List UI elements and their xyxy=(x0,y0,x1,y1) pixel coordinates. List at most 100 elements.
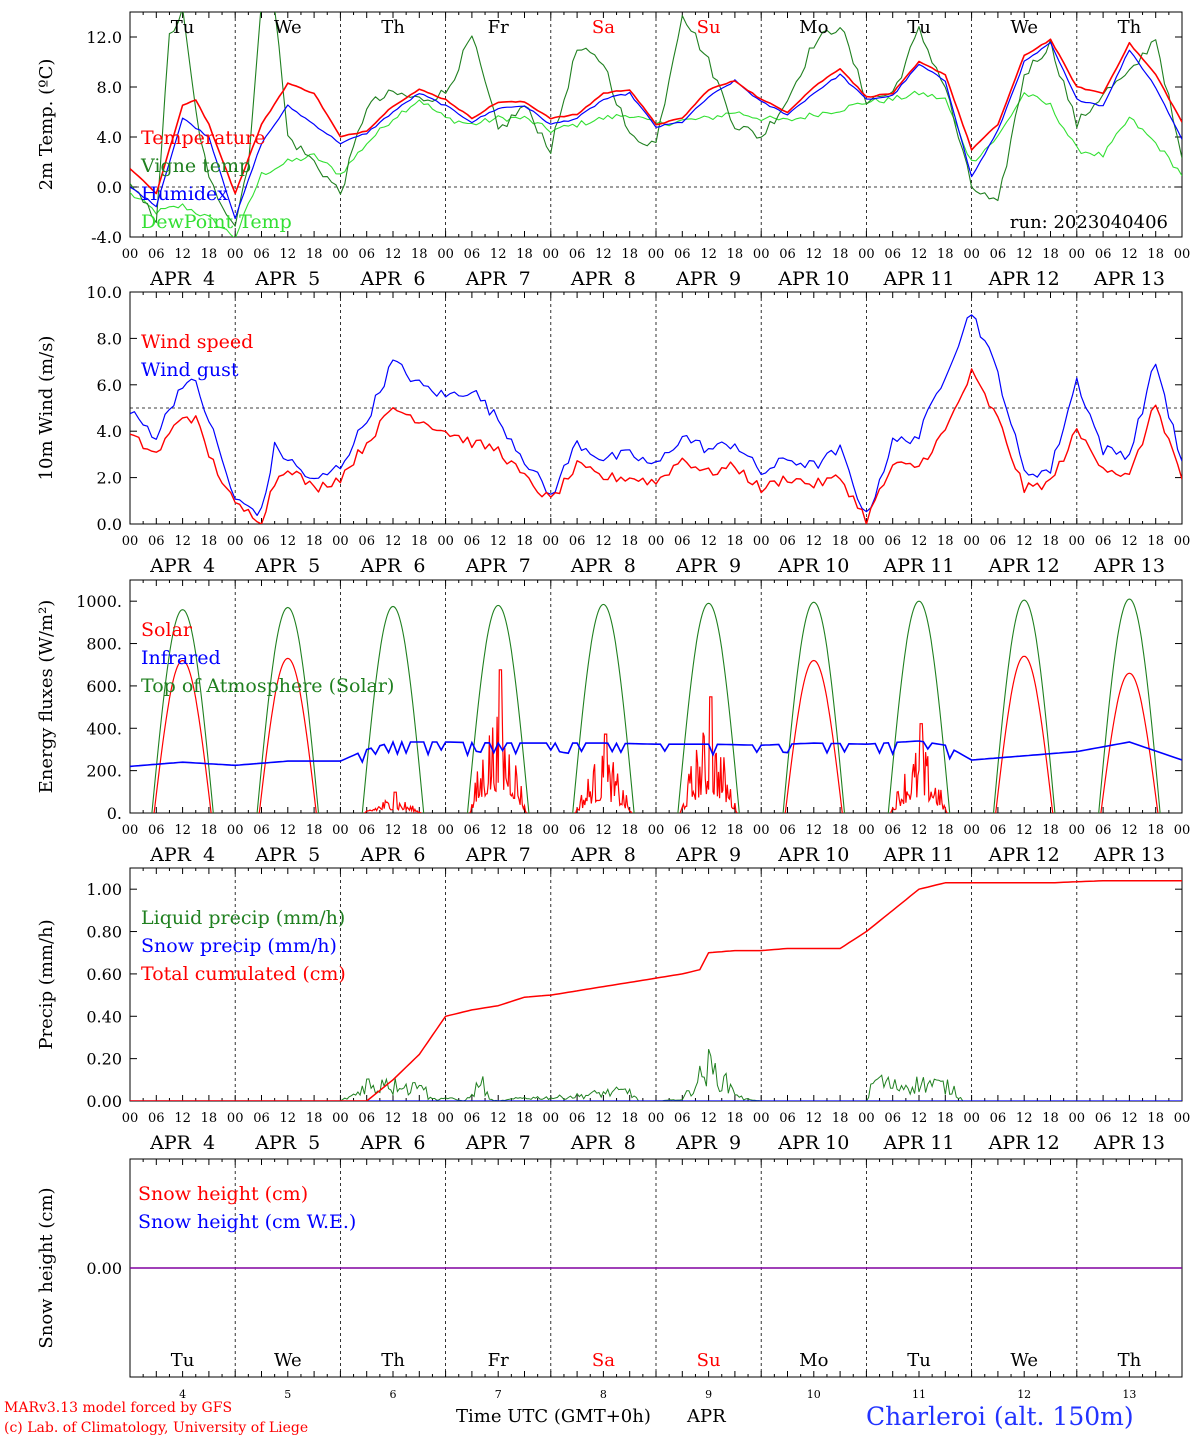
hour-tick-label: 06 xyxy=(779,247,796,262)
legend-entry: Wind speed xyxy=(141,331,253,353)
panel-3: 0. 200. 400. 600. 800. 1000. Energy fluxes (W/… xyxy=(36,579,1191,866)
hour-tick-label: 06 xyxy=(253,247,270,262)
weekday-label: Sa xyxy=(592,1350,615,1371)
y-tick-label: -4.0 xyxy=(91,228,122,247)
date-label: APR 5 xyxy=(254,555,320,577)
hour-tick-label: 00 xyxy=(437,823,454,838)
hour-tick-label: 06 xyxy=(884,247,901,262)
date-label: APR 6 xyxy=(360,555,426,577)
hour-tick-label: 00 xyxy=(1069,247,1086,262)
hour-tick-label: 06 xyxy=(990,1111,1007,1126)
hour-tick-label: 12 xyxy=(280,534,297,549)
hour-tick-label: 18 xyxy=(621,247,638,262)
hour-tick-label: 00 xyxy=(122,247,139,262)
y-tick-label: 12.0 xyxy=(86,28,122,47)
day-number-label: 6 xyxy=(390,1388,397,1401)
date-label: APR 10 xyxy=(777,1132,849,1154)
date-label: APR 13 xyxy=(1093,268,1165,290)
panel-1: -4.0 0.0 4.0 8.0 12.0 2m Temp. (ºC) 00 06 12 18 AP… xyxy=(36,11,1190,290)
hour-tick-label: 18 xyxy=(516,1111,533,1126)
hour-tick-label: 18 xyxy=(516,534,533,549)
hour-tick-label: 12 xyxy=(174,247,191,262)
weekday-label: Th xyxy=(1118,1350,1142,1371)
day-number-label: 12 xyxy=(1017,1388,1031,1401)
y-tick-label: 0.0 xyxy=(97,178,122,197)
weekday-label: Th xyxy=(381,1350,405,1371)
station-title: Charleroi (alt. 150m) xyxy=(866,1402,1134,1431)
hour-tick-label: 12 xyxy=(806,1111,823,1126)
solar-curve xyxy=(1100,672,1159,813)
y-tick-label: 200. xyxy=(86,762,122,781)
legend-entry: Temperature xyxy=(141,127,265,149)
hour-tick-label: 18 xyxy=(306,534,323,549)
toa-solar-curve xyxy=(782,601,846,813)
date-label: APR 10 xyxy=(777,555,849,577)
x-axis-label: Time UTC (GMT+0h) xyxy=(456,1406,651,1427)
hour-tick-label: 12 xyxy=(1016,823,1033,838)
y-tick-label: 6.0 xyxy=(97,376,122,395)
hour-tick-label: 18 xyxy=(832,823,849,838)
hour-tick-label: 00 xyxy=(1174,823,1191,838)
hour-tick-label: 18 xyxy=(201,247,218,262)
legend-entry: DewPoint Temp xyxy=(141,211,292,233)
hour-tick-label: 18 xyxy=(516,823,533,838)
hour-tick-label: 00 xyxy=(332,247,349,262)
hour-tick-label: 12 xyxy=(1121,823,1138,838)
weekday-label: We xyxy=(274,17,302,38)
date-label: APR 10 xyxy=(777,268,849,290)
hour-tick-label: 00 xyxy=(122,823,139,838)
legend-entry: Snow height (cm) xyxy=(138,1183,308,1205)
y-tick-label: 800. xyxy=(86,635,122,654)
hour-tick-label: 18 xyxy=(937,1111,954,1126)
hour-tick-label: 18 xyxy=(1042,534,1059,549)
hour-tick-label: 00 xyxy=(963,1111,980,1126)
data-layer xyxy=(130,598,1182,813)
weekday-label: Tu xyxy=(171,1350,195,1371)
hour-tick-label: 12 xyxy=(700,534,717,549)
series-line xyxy=(130,879,1182,1101)
weekday-label: We xyxy=(274,1350,302,1371)
date-label: APR 7 xyxy=(465,1132,531,1154)
date-label: APR 11 xyxy=(882,844,954,866)
date-label: APR 5 xyxy=(254,1132,320,1154)
hour-tick-label: 18 xyxy=(1147,534,1164,549)
date-label: APR 11 xyxy=(882,555,954,577)
hour-tick-label: 12 xyxy=(911,534,928,549)
date-label: APR 6 xyxy=(360,268,426,290)
date-label: APR 7 xyxy=(465,268,531,290)
solar-curve xyxy=(995,655,1054,813)
y-tick-label: 0.40 xyxy=(86,1007,122,1026)
hour-tick-label: 00 xyxy=(227,1111,244,1126)
date-label: APR 10 xyxy=(777,844,849,866)
hour-tick-label: 00 xyxy=(1069,823,1086,838)
solar-curve xyxy=(679,696,738,813)
y-tick-label: 0.20 xyxy=(86,1050,122,1069)
hour-tick-label: 18 xyxy=(411,247,428,262)
hour-tick-label: 18 xyxy=(621,534,638,549)
hour-tick-label: 00 xyxy=(332,534,349,549)
weekday-label: Tu xyxy=(171,17,195,38)
hour-tick-label: 12 xyxy=(1121,247,1138,262)
hour-tick-label: 00 xyxy=(648,247,665,262)
hour-tick-label: 00 xyxy=(753,534,770,549)
y-tick-label: 1.00 xyxy=(86,880,122,899)
hour-tick-label: 06 xyxy=(569,534,586,549)
date-label: APR 8 xyxy=(570,555,636,577)
panel-4: 0.00 0.20 0.40 0.60 0.80 1.00 Precip (mm/h) 00 0… xyxy=(36,867,1190,1154)
hour-tick-label: 18 xyxy=(411,534,428,549)
hour-tick-label: 00 xyxy=(648,823,665,838)
hour-tick-label: 18 xyxy=(1147,823,1164,838)
hour-tick-label: 06 xyxy=(674,247,691,262)
hour-tick-label: 06 xyxy=(148,247,165,262)
day-number-label: 4 xyxy=(179,1388,186,1401)
hour-tick-label: 12 xyxy=(490,534,507,549)
hour-tick-label: 06 xyxy=(253,1111,270,1126)
solar-curve xyxy=(258,657,317,813)
legend-entry: Wind gust xyxy=(141,359,239,381)
hour-tick-label: 06 xyxy=(884,534,901,549)
y-tick-label: 4.0 xyxy=(97,128,122,147)
date-label: APR 11 xyxy=(882,268,954,290)
run-annotation: run: 2023040406 xyxy=(1010,212,1168,233)
hour-tick-label: 06 xyxy=(569,247,586,262)
hour-tick-label: 12 xyxy=(385,823,402,838)
